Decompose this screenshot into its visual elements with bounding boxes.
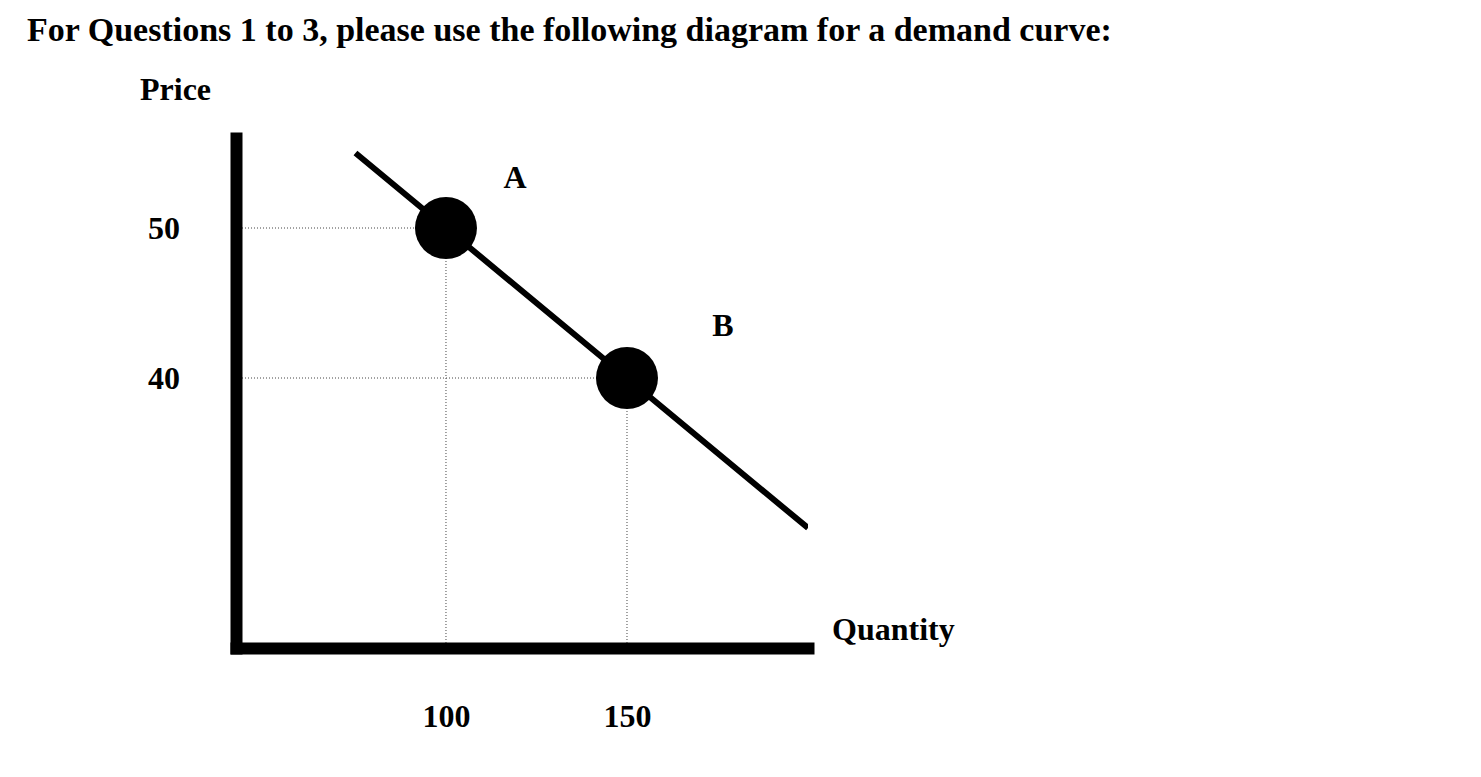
axis-line bbox=[231, 139, 243, 649]
tick: 40 bbox=[148, 360, 236, 396]
y-axis-title: Price bbox=[140, 71, 211, 107]
tick-label: 100 bbox=[422, 698, 470, 734]
guide-line-vertical bbox=[445, 228, 446, 648]
point bbox=[596, 347, 658, 409]
plot-area bbox=[236, 153, 808, 648]
tick: 100 bbox=[422, 648, 470, 734]
tick: 150 bbox=[603, 648, 651, 734]
guide-line-horizontal bbox=[236, 378, 627, 379]
point bbox=[415, 197, 477, 259]
x-axis-title: Quantity bbox=[832, 611, 955, 647]
y-axis: 40 50 bbox=[148, 139, 237, 649]
point-label: A bbox=[503, 159, 526, 195]
axis-line bbox=[237, 643, 809, 655]
chart: For Questions 1 to 3, please use the fol… bbox=[0, 0, 1481, 777]
point-label: B bbox=[712, 307, 733, 343]
tick: 50 bbox=[148, 210, 236, 246]
guide-line-horizontal bbox=[236, 228, 446, 229]
x-axis: 100 150 bbox=[237, 648, 809, 734]
tick-label: 40 bbox=[148, 360, 180, 396]
demand-line bbox=[355, 153, 808, 528]
tick-label: 150 bbox=[603, 698, 651, 734]
tick-label: 50 bbox=[148, 210, 180, 246]
guide-line-vertical bbox=[626, 378, 627, 648]
title: For Questions 1 to 3, please use the fol… bbox=[27, 11, 1112, 48]
